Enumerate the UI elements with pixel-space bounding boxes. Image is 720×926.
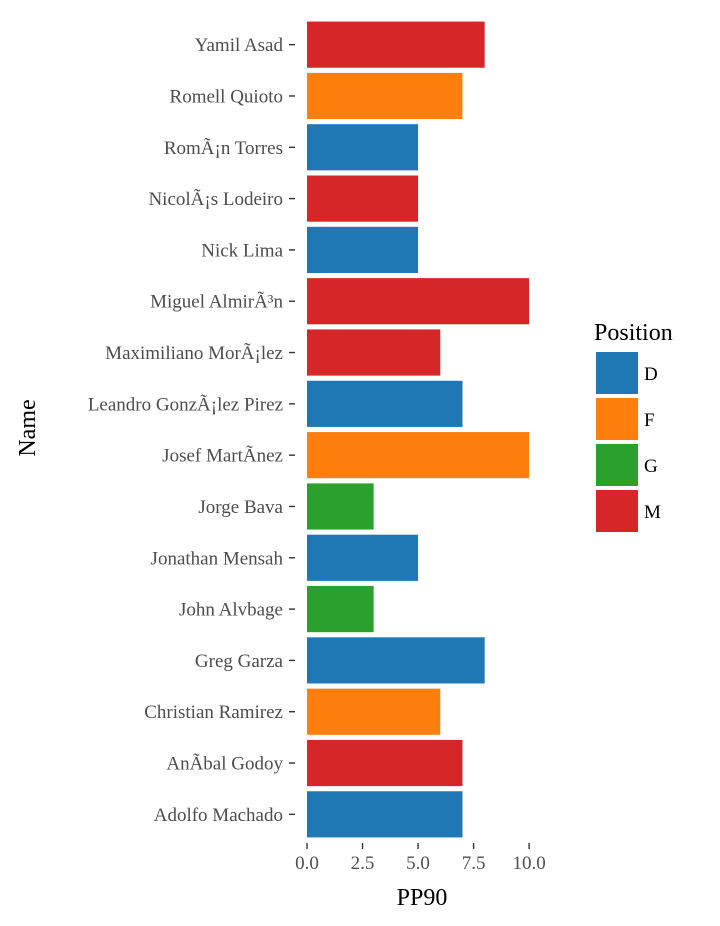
bar — [307, 380, 463, 427]
y-tick-label: Jorge Bava — [198, 497, 283, 518]
bar — [307, 688, 441, 735]
bar — [307, 175, 419, 222]
y-tick-label: Adolfo Machado — [154, 805, 283, 826]
y-tick-label: Maximiliano MorÃ¡lez — [105, 342, 283, 364]
legend-title: Position — [594, 320, 673, 346]
y-tick-label: Christian Ramirez — [144, 702, 283, 723]
y-tick-label: John Alvbage — [179, 600, 283, 621]
y-tick-label: Josef MartÃ­nez — [162, 445, 283, 467]
legend: Position D F G M — [594, 320, 673, 532]
bar — [307, 278, 530, 325]
bar — [307, 226, 419, 273]
legend-key — [596, 398, 638, 440]
y-tick-label: RomÃ¡n Torres — [164, 137, 283, 159]
x-tick-label: 5.0 — [406, 853, 430, 874]
legend-key — [596, 490, 638, 532]
legend-key — [596, 352, 638, 394]
y-tick-label: Yamil Asad — [195, 35, 284, 56]
x-tick-label: 0.0 — [295, 853, 319, 874]
bars-layer — [307, 21, 530, 838]
bar — [307, 483, 374, 530]
y-tick-label: Romell Quioto — [170, 86, 283, 107]
y-tick-label: AnÃ­bal Godoy — [166, 753, 283, 775]
x-tick-label: 7.5 — [462, 853, 486, 874]
legend-key — [596, 444, 638, 486]
bar — [307, 534, 419, 581]
x-tick-label: 10.0 — [512, 853, 545, 874]
bar — [307, 72, 463, 120]
y-axis-title: Name — [15, 399, 41, 456]
legend-label: G — [644, 456, 658, 477]
y-tick-label: Jonathan Mensah — [151, 548, 284, 569]
legend-label: D — [644, 364, 658, 385]
y-tick-label: Leandro GonzÃ¡lez Pirez — [88, 393, 283, 415]
y-tick-label: NicolÃ¡s Lodeiro — [148, 188, 283, 210]
bar — [307, 21, 485, 68]
bar — [307, 586, 374, 633]
bar — [307, 739, 463, 787]
y-axis: Yamil Asad Romell Quioto RomÃ¡n Torres Nico… — [88, 35, 295, 826]
bar — [307, 329, 441, 376]
bar — [307, 124, 419, 171]
legend-label: M — [644, 502, 661, 523]
x-axis: 0.0 2.5 5.0 7.5 10.0 — [295, 843, 546, 874]
y-tick-label: Miguel AlmirÃ³n — [150, 291, 283, 313]
y-tick-label: Nick Lima — [201, 240, 283, 261]
x-axis-title: PP90 — [397, 885, 448, 911]
y-tick-label: Greg Garza — [195, 651, 284, 672]
bar — [307, 432, 530, 479]
x-tick-label: 2.5 — [351, 853, 375, 874]
bar — [307, 637, 485, 684]
bar — [307, 791, 463, 838]
legend-label: F — [644, 410, 655, 431]
